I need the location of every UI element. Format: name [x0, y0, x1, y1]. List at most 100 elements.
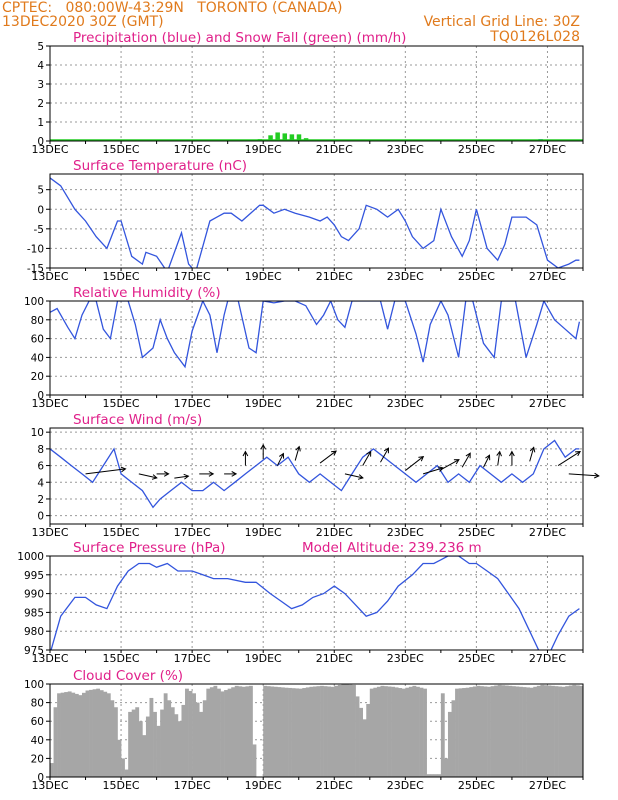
cloud-bar	[444, 758, 449, 777]
cloud-bar	[174, 714, 179, 777]
wind-arrow	[362, 451, 372, 466]
cloud-bar	[167, 700, 172, 777]
cloud-bar	[277, 687, 282, 777]
cloud-bar	[369, 688, 374, 777]
x-tick-label: 21DEC	[316, 652, 353, 665]
cloud-bar	[543, 685, 548, 777]
cloud-bar	[426, 774, 431, 777]
cloud-bar	[398, 688, 403, 777]
cloud-bar	[57, 693, 61, 777]
cloud-bar	[209, 687, 214, 777]
y-tick-label: 20	[31, 371, 44, 383]
cloud-bar	[462, 688, 467, 777]
cloud-bar	[316, 686, 321, 777]
wind-arrow	[422, 467, 444, 475]
y-tick-label: 60	[31, 334, 44, 346]
cloud-bar	[170, 707, 175, 777]
cloud-bar	[476, 685, 481, 777]
cloud-bar	[284, 687, 289, 777]
wind-arrow	[85, 468, 126, 475]
cloud-bar	[568, 685, 573, 777]
x-tick-label: 15DEC	[103, 397, 140, 410]
y-tick-label: 60	[31, 716, 44, 728]
cloud-bar	[536, 685, 541, 777]
y-tick-label: 0	[37, 772, 44, 784]
cloud-bar	[554, 686, 559, 777]
cloud-bar	[163, 693, 168, 777]
cloud-bar	[320, 685, 324, 777]
cloud-bar	[419, 687, 424, 777]
cloud-bar	[551, 685, 555, 777]
x-tick-label: 25DEC	[458, 779, 495, 792]
wind-arrow-head	[242, 450, 249, 457]
panel-title: Precipitation (blue) and Snow Fall (gree…	[73, 30, 406, 46]
cloud-bar	[533, 686, 538, 777]
wind-arrow	[557, 451, 581, 466]
wind-panel: 0 2 4 6 8 10 13DEC 15DEC 17DEC 19DEC 21DEC 23DEC 25D…	[31, 412, 584, 539]
pressure-panel: 975 980 985 990 995 1000 13DEC 15DEC 17DEC 19DEC 2…	[17, 540, 584, 665]
cloud-bar	[305, 687, 310, 777]
x-tick-label: 27DEC	[529, 526, 566, 539]
cloud-bar	[330, 686, 335, 777]
cloud-bar	[224, 690, 228, 777]
x-tick-label: 23DEC	[387, 652, 424, 665]
y-tick-label: 1	[37, 117, 44, 129]
cloud-bar	[376, 686, 381, 777]
humidity-panel: 0 20 40 60 80 100 13DEC 15DEC 17DEC 19DEC 21DEC 23D…	[24, 285, 584, 410]
wind-arrow	[319, 450, 337, 464]
cloud-bar	[135, 707, 140, 777]
wind-arrow-head	[575, 451, 581, 457]
x-tick-label: 25DEC	[458, 397, 495, 410]
cloud-bar	[540, 684, 545, 777]
cloud-bar	[341, 684, 346, 777]
x-tick-label: 25DEC	[458, 652, 495, 665]
cloud-bar	[561, 686, 566, 777]
cloud-bar	[199, 711, 204, 777]
cloud-bar	[110, 700, 115, 777]
humidity-line	[50, 301, 581, 369]
cloud-bar	[156, 725, 161, 777]
x-tick-label: 13DEC	[31, 779, 68, 792]
y-tick-label: 6	[37, 461, 44, 473]
x-tick-label: 15DEC	[103, 779, 140, 792]
snow-bar	[268, 135, 273, 141]
panel-frame	[49, 300, 584, 396]
cloud-bar	[89, 689, 93, 777]
x-tick-label: 27DEC	[529, 143, 566, 156]
cloud-bar	[113, 707, 118, 777]
cloud-bar	[501, 685, 506, 777]
y-tick-label: 1000	[17, 551, 44, 563]
x-tick-label: 27DEC	[529, 652, 566, 665]
x-tick-label: 23DEC	[387, 526, 424, 539]
y-tick-label: 80	[31, 315, 44, 327]
panel-title: Relative Humidity (%)	[73, 285, 221, 301]
x-tick-label: 13DEC	[31, 143, 68, 156]
cloud-bar	[302, 688, 307, 777]
cloud-bar	[437, 774, 442, 777]
cloud-bar	[511, 686, 516, 777]
x-tick-label: 17DEC	[174, 270, 211, 283]
wind-arrow-head	[418, 455, 425, 462]
cloud-bar	[252, 744, 257, 777]
x-tick-label: 13DEC	[31, 397, 68, 410]
cloud-bar	[327, 686, 332, 777]
wind-arrows	[85, 443, 600, 480]
panels: 0 1 2 3 4 5 13DEC 15DEC 17DEC 19DEC 21DEC 23DEC 25DE…	[17, 30, 600, 792]
y-tick-label: 990	[24, 589, 44, 601]
cloud-bar	[504, 685, 509, 777]
cloud-bar	[508, 685, 513, 777]
x-tick-label: 17DEC	[174, 652, 211, 665]
y-tick-label: 2	[37, 98, 44, 110]
cloud-bar	[558, 686, 562, 777]
wind-arrow	[497, 451, 501, 466]
cloud-bar	[515, 686, 520, 777]
cloud-bar	[142, 735, 147, 777]
x-tick-label: 19DEC	[245, 526, 282, 539]
y-tick-label: 100	[24, 296, 44, 308]
cloud-bar	[479, 686, 484, 777]
wind-arrow-head	[366, 450, 372, 457]
cloud-bar	[359, 707, 363, 777]
x-tick-label: 13DEC	[31, 270, 68, 283]
cloud-bar	[405, 687, 410, 777]
x-tick-label: 15DEC	[103, 526, 140, 539]
